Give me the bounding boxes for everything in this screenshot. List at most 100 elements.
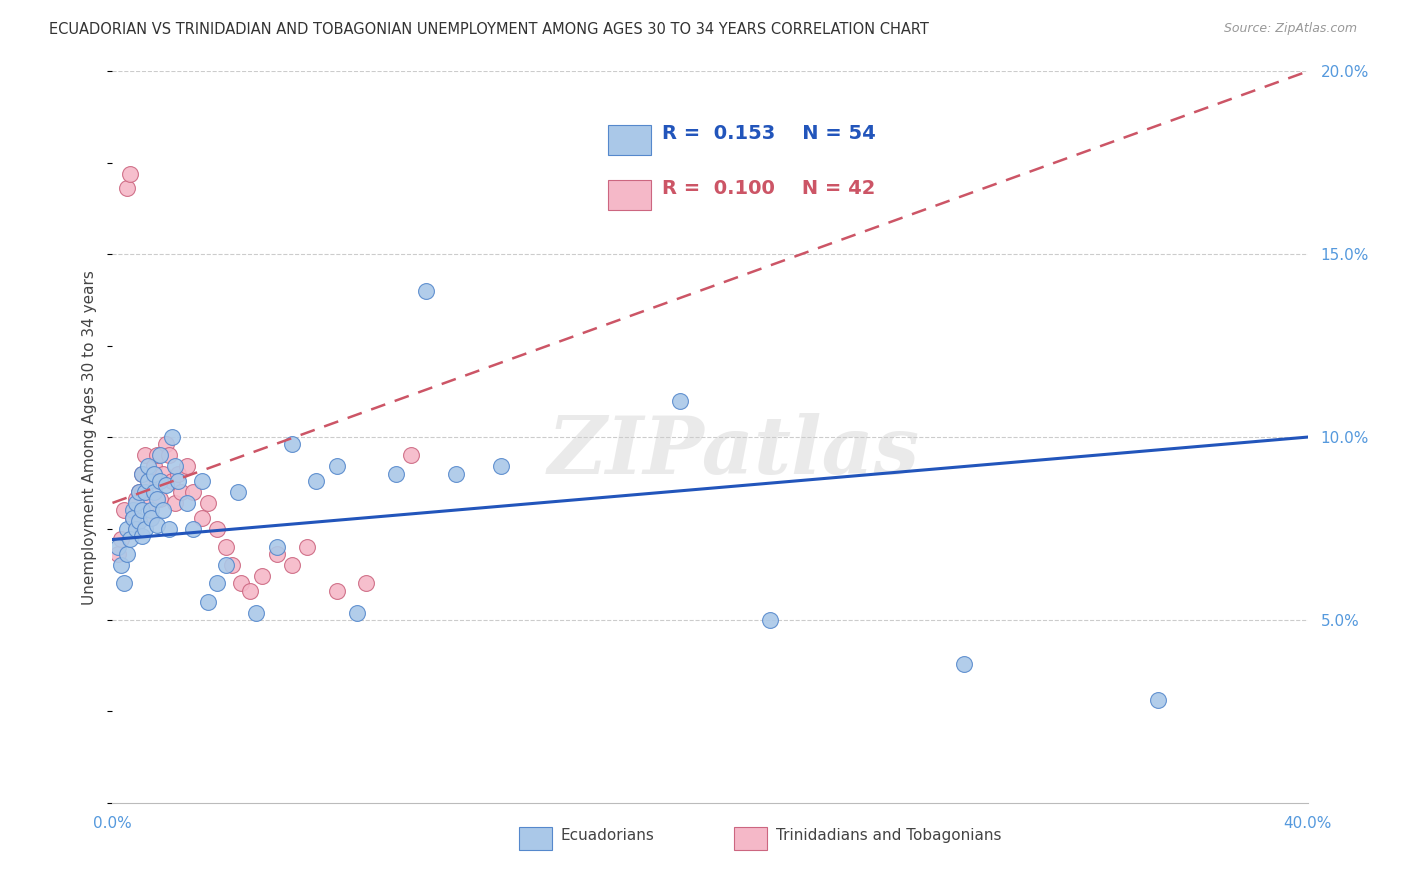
Point [122, 503, 145, 517]
Point [226, 485, 249, 500]
Point [215, 558, 238, 573]
Text: Trinidadians and Tobagonians: Trinidadians and Tobagonians [776, 828, 1001, 843]
Point [152, 503, 174, 517]
Point [197, 496, 219, 510]
Point [107, 547, 129, 561]
Point [759, 613, 782, 627]
Text: R =  0.100    N = 42: R = 0.100 N = 42 [662, 179, 876, 198]
Text: R =  0.153    N = 54: R = 0.153 N = 54 [662, 124, 876, 143]
Point [110, 533, 132, 547]
Point [117, 547, 139, 561]
Point [401, 448, 423, 462]
Point [167, 467, 190, 481]
Point [146, 492, 169, 507]
Y-axis label: Unemployment Among Ages 30 to 34 years: Unemployment Among Ages 30 to 34 years [82, 269, 97, 605]
Point [138, 459, 160, 474]
Point [141, 510, 163, 524]
Point [155, 437, 177, 451]
Point [134, 521, 156, 535]
Point [239, 583, 262, 598]
Point [131, 529, 153, 543]
Point [155, 477, 177, 491]
Point [152, 467, 174, 481]
Point [176, 459, 198, 474]
Point [146, 448, 169, 462]
Point [120, 167, 142, 181]
Point [138, 496, 160, 510]
Point [325, 459, 347, 474]
Bar [734, 827, 768, 850]
Point [146, 474, 169, 488]
Point [205, 576, 228, 591]
Point [117, 181, 139, 195]
Point [197, 594, 219, 608]
Text: ZIPatlas: ZIPatlas [548, 413, 920, 491]
Bar [609, 179, 651, 211]
Point [191, 510, 214, 524]
Point [138, 474, 160, 488]
Point [165, 459, 187, 474]
Point [131, 485, 153, 500]
Point [143, 485, 166, 500]
Point [141, 510, 163, 524]
Point [281, 558, 304, 573]
Point [134, 448, 156, 462]
Point [444, 467, 467, 481]
Point [110, 558, 132, 573]
Point [149, 448, 172, 462]
Point [281, 437, 304, 451]
Point [229, 576, 252, 591]
Point [143, 459, 166, 474]
Point [415, 284, 437, 298]
Point [221, 558, 243, 573]
Point [250, 569, 273, 583]
Point [181, 521, 204, 535]
Point [346, 606, 368, 620]
Point [128, 485, 150, 500]
Point [167, 474, 190, 488]
Point [149, 474, 172, 488]
Point [162, 474, 183, 488]
Point [356, 576, 378, 591]
Point [125, 521, 148, 535]
Point [125, 496, 148, 510]
Point [385, 467, 408, 481]
Point [170, 485, 193, 500]
Point [266, 547, 288, 561]
Text: Source: ZipAtlas.com: Source: ZipAtlas.com [1223, 22, 1357, 36]
Point [143, 467, 166, 481]
Point [165, 496, 187, 510]
Point [138, 474, 160, 488]
Text: Ecuadorians: Ecuadorians [561, 828, 655, 843]
Point [669, 393, 692, 408]
Text: ECUADORIAN VS TRINIDADIAN AND TOBAGONIAN UNEMPLOYMENT AMONG AGES 30 TO 34 YEARS : ECUADORIAN VS TRINIDADIAN AND TOBAGONIAN… [49, 22, 929, 37]
Point [122, 510, 145, 524]
Point [305, 474, 328, 488]
Point [146, 517, 169, 532]
Point [131, 503, 153, 517]
Point [157, 521, 180, 535]
Point [131, 467, 153, 481]
Bar [519, 827, 553, 850]
Point [117, 521, 139, 535]
Point [1147, 693, 1170, 707]
Point [125, 492, 148, 507]
Point [128, 485, 150, 500]
Point [181, 485, 204, 500]
Point [325, 583, 347, 598]
Point [953, 657, 976, 671]
Point [489, 459, 512, 474]
Point [114, 503, 135, 517]
Point [114, 576, 135, 591]
Point [205, 521, 228, 535]
Point [162, 430, 183, 444]
Point [141, 503, 163, 517]
Point [266, 540, 288, 554]
Point [191, 474, 214, 488]
Bar [609, 125, 651, 155]
Point [157, 448, 180, 462]
Point [295, 540, 318, 554]
Point [215, 540, 238, 554]
Point [131, 467, 153, 481]
Point [120, 533, 142, 547]
